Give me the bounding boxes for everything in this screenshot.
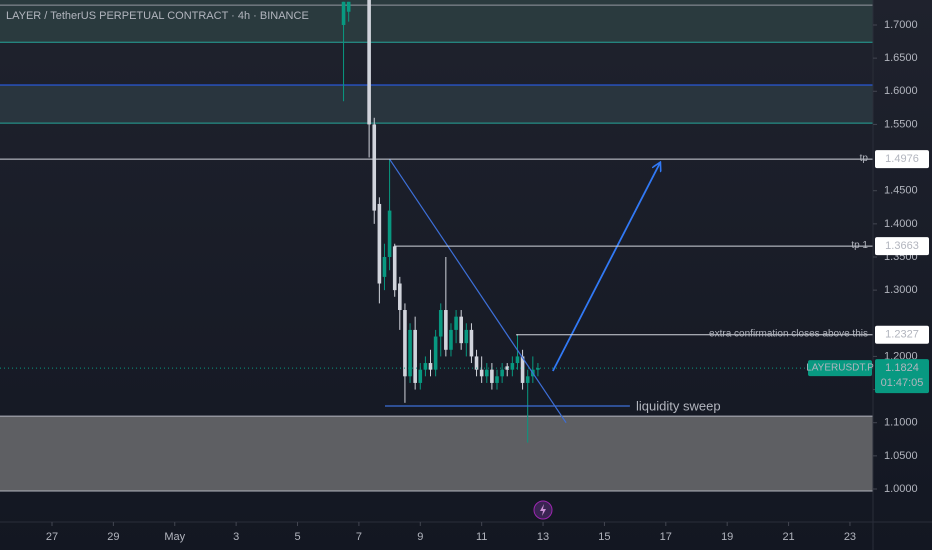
x-tick-label: May	[164, 531, 185, 543]
y-tick-label: 1.1000	[884, 417, 918, 429]
level-label: tp	[860, 153, 869, 164]
candle-body	[428, 363, 433, 370]
x-tick-label: 17	[660, 531, 672, 543]
x-tick-label: 9	[417, 531, 423, 543]
level-price-box	[875, 237, 929, 256]
y-tick-label: 1.5500	[884, 118, 918, 130]
candle-body	[382, 256, 387, 277]
zone	[0, 84, 873, 124]
zone	[0, 416, 873, 491]
candle-body	[490, 369, 494, 383]
y-tick-label: 1.0500	[884, 450, 918, 462]
y-tick-label: 1.7000	[884, 19, 918, 31]
candle-body	[392, 246, 397, 291]
level-price: 1.3663	[885, 240, 919, 252]
candle-body	[479, 369, 484, 377]
y-tick-label: 1.0000	[884, 483, 918, 495]
y-tick-label: 1.6500	[884, 52, 918, 64]
candle-body	[459, 316, 463, 344]
y-tick-label: 1.3000	[884, 284, 918, 296]
y-tick-label: 1.6000	[884, 85, 918, 97]
candle-body	[346, 1, 351, 12]
candle-body	[444, 310, 448, 350]
y-tick-label: 1.4000	[884, 218, 918, 230]
level-price-box	[875, 325, 929, 344]
candle-body	[377, 203, 382, 284]
candle-body	[454, 316, 458, 330]
candle-body	[515, 356, 520, 364]
candle-body	[398, 283, 402, 311]
x-tick-label: 23	[844, 531, 856, 543]
x-tick-label: 19	[721, 531, 733, 543]
candle-body	[500, 369, 504, 377]
candle-body	[372, 124, 377, 211]
candle-body	[484, 369, 489, 377]
annotation-text: liquidity sweep	[636, 398, 721, 413]
x-tick-label: 5	[294, 531, 300, 543]
candle-body	[495, 376, 499, 383]
candle-body	[438, 310, 443, 337]
candle-body	[520, 356, 525, 383]
last-price: 1.1824	[885, 362, 919, 374]
candle-body	[403, 310, 407, 377]
candle-body	[474, 356, 479, 370]
symbol-label: LAYERUSDT.P	[806, 363, 874, 374]
plot-area: liquidity sweep tp tp 1 extra confirmation …	[0, 0, 873, 492]
candle-body	[536, 368, 540, 370]
y-tick-label: 1.4500	[884, 185, 918, 197]
candle-body	[423, 363, 428, 370]
trend-line	[389, 158, 567, 424]
last-price-box	[875, 359, 929, 394]
x-tick-label: 29	[107, 531, 119, 543]
candle-body	[464, 329, 469, 344]
arrow	[552, 163, 660, 372]
x-tick-label: 27	[46, 531, 58, 543]
x-tick-label: 11	[476, 531, 487, 543]
candle-body	[505, 366, 510, 370]
symbol-box	[808, 360, 872, 377]
countdown: 01:47:05	[881, 377, 924, 389]
candle-body	[469, 329, 474, 357]
chart-title: LAYER / TetherUS PERPETUAL CONTRACT · 4h…	[6, 10, 309, 22]
candle-body	[387, 210, 392, 257]
candle-body	[413, 329, 417, 383]
level-label: extra confirmation closes above this	[709, 328, 868, 339]
candle-body	[418, 369, 423, 383]
zone	[0, 0, 873, 43]
event-icon-bolt	[540, 504, 546, 516]
x-tick-label: 15	[598, 531, 610, 543]
x-tick-label: 7	[356, 531, 362, 543]
candle-body	[341, 1, 346, 25]
candle-body	[449, 329, 453, 350]
candle-body	[510, 363, 515, 370]
level-label: tp 1	[851, 240, 868, 251]
x-tick-label: 3	[233, 531, 239, 543]
level-price: 1.4976	[885, 153, 919, 165]
level-anchor	[516, 333, 518, 336]
axes: 1.70001.65001.60001.55001.45001.40001.35…	[46, 19, 929, 543]
candle-body	[408, 329, 412, 377]
level-price: 1.2327	[885, 329, 919, 341]
candle-body	[525, 376, 530, 383]
level-price-box	[875, 150, 929, 169]
candle-body	[367, 0, 371, 125]
x-tick-label: 13	[537, 531, 549, 543]
x-tick-label: 21	[782, 531, 794, 543]
level-anchor	[394, 245, 396, 247]
candle-body	[433, 336, 438, 370]
